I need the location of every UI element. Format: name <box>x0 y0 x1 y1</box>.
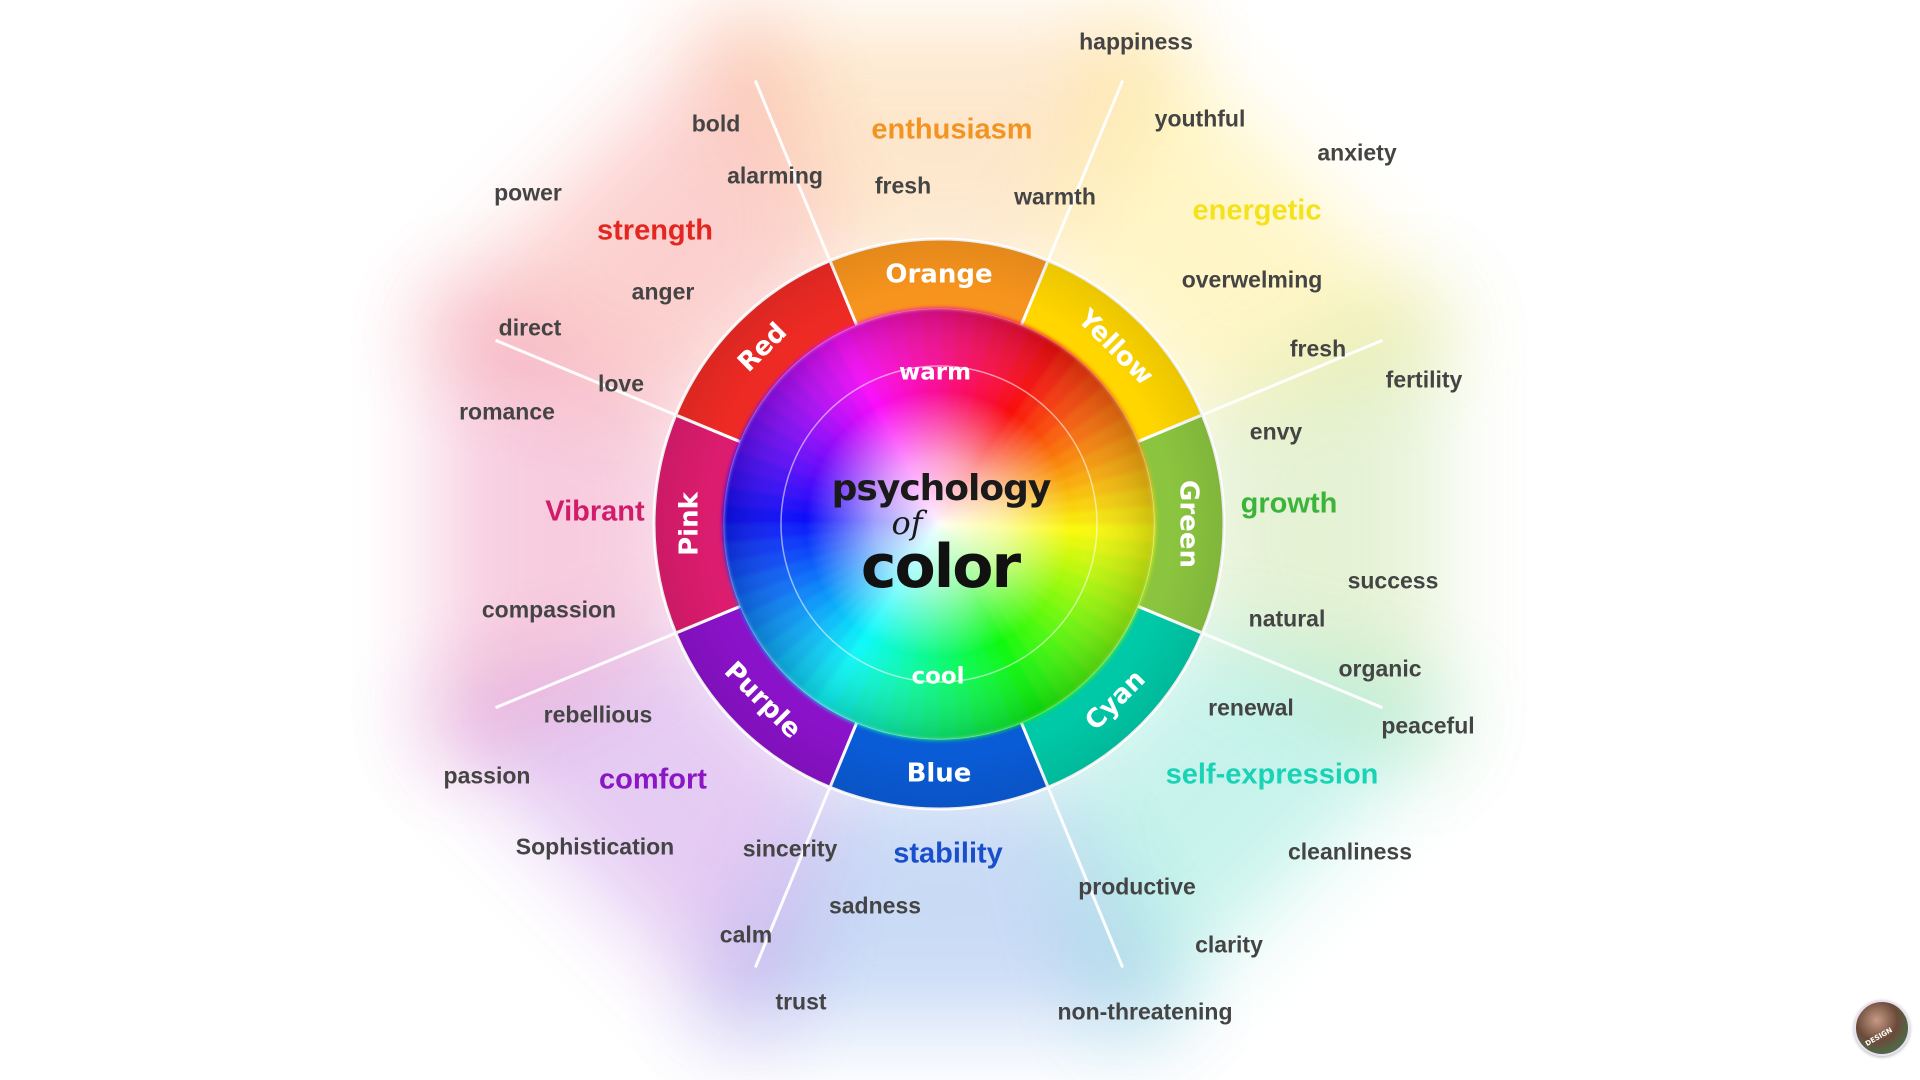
presenter-avatar: DESIGN <box>1854 1000 1910 1056</box>
divider-line <box>753 79 833 265</box>
association-word: organic <box>1338 655 1422 682</box>
keyword-yellow: energetic <box>1192 194 1322 227</box>
association-word: anxiety <box>1317 139 1397 166</box>
association-word: power <box>494 179 562 206</box>
divider-line <box>494 338 680 418</box>
association-word: love <box>597 370 645 397</box>
association-word: calm <box>719 921 773 948</box>
association-word: natural <box>1248 605 1326 632</box>
divider-line <box>1198 630 1384 710</box>
association-word: anger <box>631 278 695 305</box>
association-word: bold <box>691 110 741 137</box>
ray-red <box>407 0 834 419</box>
title-of: of <box>891 504 923 542</box>
ray-cyan <box>1044 629 1471 1056</box>
association-word: renewal <box>1208 694 1294 721</box>
association-word: compassion <box>481 596 617 623</box>
association-word: clarity <box>1195 931 1263 958</box>
association-word: passion <box>443 762 531 789</box>
association-word: trust <box>775 988 827 1015</box>
divider-line <box>494 630 680 710</box>
warm-label: warm <box>898 359 972 386</box>
association-word: overwelming <box>1181 266 1323 293</box>
keyword-pink: Vibrant <box>545 495 645 528</box>
keyword-blue: stability <box>893 837 1003 870</box>
association-word: non-threatening <box>1057 998 1233 1025</box>
association-word: cleanliness <box>1287 838 1413 865</box>
cool-label: cool <box>911 663 965 690</box>
keyword-cyan: self-expression <box>1165 758 1379 791</box>
keyword-red: strength <box>597 214 713 247</box>
association-word: happiness <box>1079 28 1193 55</box>
association-word: romance <box>459 398 555 425</box>
segment-label-pink: Pink <box>675 491 705 555</box>
color-ray-backgrounds <box>407 0 1471 1056</box>
association-word: envy <box>1249 418 1303 445</box>
keyword-orange: enthusiasm <box>871 113 1033 146</box>
association-word: fresh <box>874 172 932 199</box>
title-psychology: psychology <box>831 468 1052 509</box>
association-word: peaceful <box>1381 712 1475 739</box>
keyword-green: growth <box>1240 487 1338 520</box>
association-word: alarming <box>727 162 823 189</box>
association-word: fertility <box>1385 366 1463 393</box>
ray-yellow <box>1044 0 1471 419</box>
ray-purple <box>407 629 834 1056</box>
segment-label-orange: Orange <box>885 260 992 290</box>
divider-line <box>753 783 833 969</box>
association-word: sadness <box>828 892 922 919</box>
divider-line <box>1198 338 1384 418</box>
association-word: rebellious <box>543 701 653 728</box>
association-word: Sophistication <box>515 833 675 860</box>
hue-wheel-hub <box>723 308 1155 740</box>
title-color: color <box>860 532 1021 602</box>
avatar-badge-text: DESIGN <box>1863 1026 1894 1048</box>
divider-line <box>1045 783 1125 969</box>
keyword-purple: comfort <box>599 763 707 796</box>
association-word: success <box>1347 567 1439 594</box>
association-word: productive <box>1078 873 1196 900</box>
association-word: warmth <box>1014 183 1096 210</box>
segment-label-green: Green <box>1174 480 1204 568</box>
association-word: sincerity <box>742 835 838 862</box>
association-word: youthful <box>1154 105 1246 132</box>
association-word: direct <box>498 314 562 341</box>
association-word: fresh <box>1289 335 1347 362</box>
divider-line <box>1045 79 1125 265</box>
segment-label-blue: Blue <box>907 759 972 789</box>
